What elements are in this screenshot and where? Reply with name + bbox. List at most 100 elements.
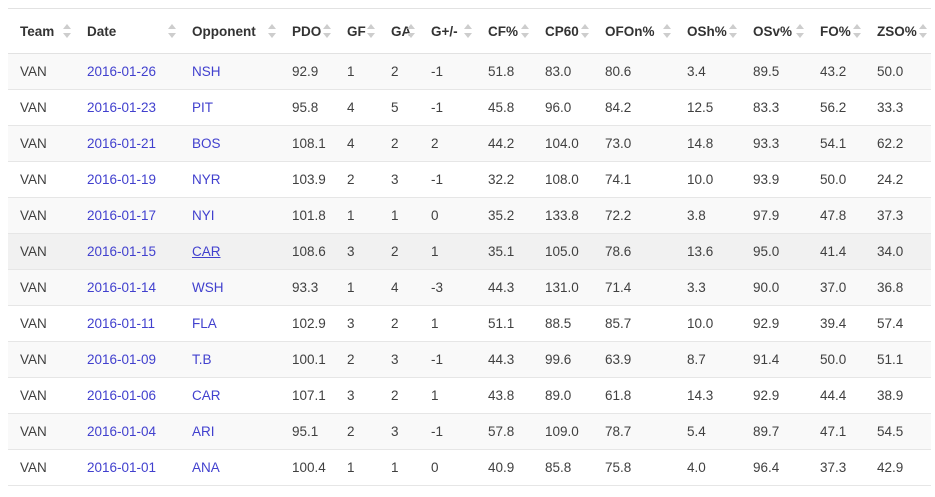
cell-cp60: 104.0	[533, 125, 593, 162]
cell-cp60: 99.6	[533, 341, 593, 378]
cell-cp60: 131.0	[533, 269, 593, 306]
column-label-zsopct: ZSO%	[877, 24, 917, 39]
cell-ofonpct: 78.6	[593, 233, 675, 270]
cell-ga: 2	[379, 53, 419, 90]
column-label-pdo: PDO	[292, 24, 322, 39]
column-label-cp60: CP60	[545, 24, 579, 39]
cell-opponent: T.B	[180, 341, 280, 378]
column-header-gf[interactable]: GF	[335, 8, 379, 54]
column-header-pdo[interactable]: PDO	[280, 8, 335, 54]
date-link[interactable]: 2016-01-14	[87, 280, 157, 295]
opponent-link[interactable]: CAR	[192, 244, 221, 259]
sort-up-down-icon	[795, 24, 804, 38]
column-header-ofonpct[interactable]: OFOn%	[593, 8, 675, 54]
opponent-link[interactable]: WSH	[192, 280, 224, 295]
date-link[interactable]: 2016-01-19	[87, 172, 157, 187]
cell-ga: 1	[379, 449, 419, 486]
sort-up-down-icon	[167, 24, 176, 38]
cell-opponent: NYR	[180, 161, 280, 198]
column-header-fopct[interactable]: FO%	[808, 8, 865, 54]
cell-opponent: WSH	[180, 269, 280, 306]
date-link[interactable]: 2016-01-15	[87, 244, 157, 259]
opponent-link[interactable]: T.B	[192, 352, 212, 367]
column-header-oshpct[interactable]: OSh%	[675, 8, 741, 54]
cell-oshpct: 10.0	[675, 161, 741, 198]
date-link[interactable]: 2016-01-06	[87, 388, 157, 403]
column-header-zsopct[interactable]: ZSO%	[865, 8, 931, 54]
cell-fopct: 56.2	[808, 89, 865, 126]
cell-fopct: 50.0	[808, 161, 865, 198]
cell-fopct: 47.8	[808, 197, 865, 234]
cell-fopct: 47.1	[808, 413, 865, 450]
column-header-date[interactable]: Date	[75, 8, 180, 54]
cell-ofonpct: 63.9	[593, 341, 675, 378]
cell-cp60: 96.0	[533, 89, 593, 126]
cell-opponent: CAR	[180, 377, 280, 414]
cell-gf: 3	[335, 233, 379, 270]
date-link[interactable]: 2016-01-21	[87, 136, 157, 151]
cell-fopct: 39.4	[808, 305, 865, 342]
column-header-cfpct[interactable]: CF%	[476, 8, 533, 54]
cell-cp60: 85.8	[533, 449, 593, 486]
column-header-opponent[interactable]: Opponent	[180, 8, 280, 54]
cell-zsopct: 57.4	[865, 305, 931, 342]
date-link[interactable]: 2016-01-09	[87, 352, 157, 367]
table-row: VAN 2016-01-26 NSH 92.9 1 2 -1 51.8 83.0 80.6 3.4 8…	[8, 53, 931, 90]
table-row: VAN 2016-01-04 ARI 95.1 2 3 -1 57.8 109.0 78.7 5.4…	[8, 413, 931, 450]
sort-up-down-icon	[580, 24, 589, 38]
date-link[interactable]: 2016-01-26	[87, 64, 157, 79]
date-link[interactable]: 2016-01-04	[87, 424, 157, 439]
cell-cfpct: 43.8	[476, 377, 533, 414]
cell-osvpct: 83.3	[741, 89, 808, 126]
cell-osvpct: 92.9	[741, 377, 808, 414]
column-header-osvpct[interactable]: OSv%	[741, 8, 808, 54]
cell-osvpct: 90.0	[741, 269, 808, 306]
column-header-team[interactable]: Team	[8, 8, 75, 54]
cell-zsopct: 37.3	[865, 197, 931, 234]
opponent-link[interactable]: BOS	[192, 136, 221, 151]
cell-oshpct: 3.3	[675, 269, 741, 306]
cell-team: VAN	[8, 197, 75, 234]
cell-oshpct: 10.0	[675, 305, 741, 342]
cell-pdo: 102.9	[280, 305, 335, 342]
opponent-link[interactable]: NYR	[192, 172, 221, 187]
column-label-cfpct: CF%	[488, 24, 518, 39]
cell-team: VAN	[8, 161, 75, 198]
cell-ofonpct: 72.2	[593, 197, 675, 234]
cell-cfpct: 51.1	[476, 305, 533, 342]
date-link[interactable]: 2016-01-17	[87, 208, 157, 223]
cell-ofonpct: 78.7	[593, 413, 675, 450]
sort-up-down-icon	[366, 24, 375, 38]
cell-ga: 3	[379, 341, 419, 378]
cell-opponent: PIT	[180, 89, 280, 126]
cell-ga: 2	[379, 377, 419, 414]
opponent-link[interactable]: ARI	[192, 424, 215, 439]
column-header-ga[interactable]: GA	[379, 8, 419, 54]
column-header-cp60[interactable]: CP60	[533, 8, 593, 54]
cell-osvpct: 89.7	[741, 413, 808, 450]
cell-cp60: 108.0	[533, 161, 593, 198]
opponent-link[interactable]: PIT	[192, 100, 214, 115]
opponent-link[interactable]: ANA	[192, 460, 220, 475]
cell-team: VAN	[8, 125, 75, 162]
opponent-link[interactable]: FLA	[192, 316, 217, 331]
cell-cp60: 133.8	[533, 197, 593, 234]
cell-gf: 1	[335, 53, 379, 90]
cell-ga: 2	[379, 233, 419, 270]
opponent-link[interactable]: NSH	[192, 64, 221, 79]
date-link[interactable]: 2016-01-23	[87, 100, 157, 115]
sort-up-down-icon	[322, 24, 331, 38]
cell-ofonpct: 80.6	[593, 53, 675, 90]
column-label-date: Date	[87, 24, 117, 39]
sort-up-down-icon	[463, 24, 472, 38]
date-link[interactable]: 2016-01-11	[87, 316, 156, 331]
cell-osvpct: 93.3	[741, 125, 808, 162]
column-header-gplusminus[interactable]: G+/-	[419, 8, 476, 54]
opponent-link[interactable]: CAR	[192, 388, 221, 403]
cell-oshpct: 5.4	[675, 413, 741, 450]
opponent-link[interactable]: NYI	[192, 208, 215, 223]
cell-opponent: ARI	[180, 413, 280, 450]
table-row: VAN 2016-01-23 PIT 95.8 4 5 -1 45.8 96.0 84.2 12.5…	[8, 89, 931, 126]
cell-gf: 1	[335, 197, 379, 234]
date-link[interactable]: 2016-01-01	[87, 460, 157, 475]
